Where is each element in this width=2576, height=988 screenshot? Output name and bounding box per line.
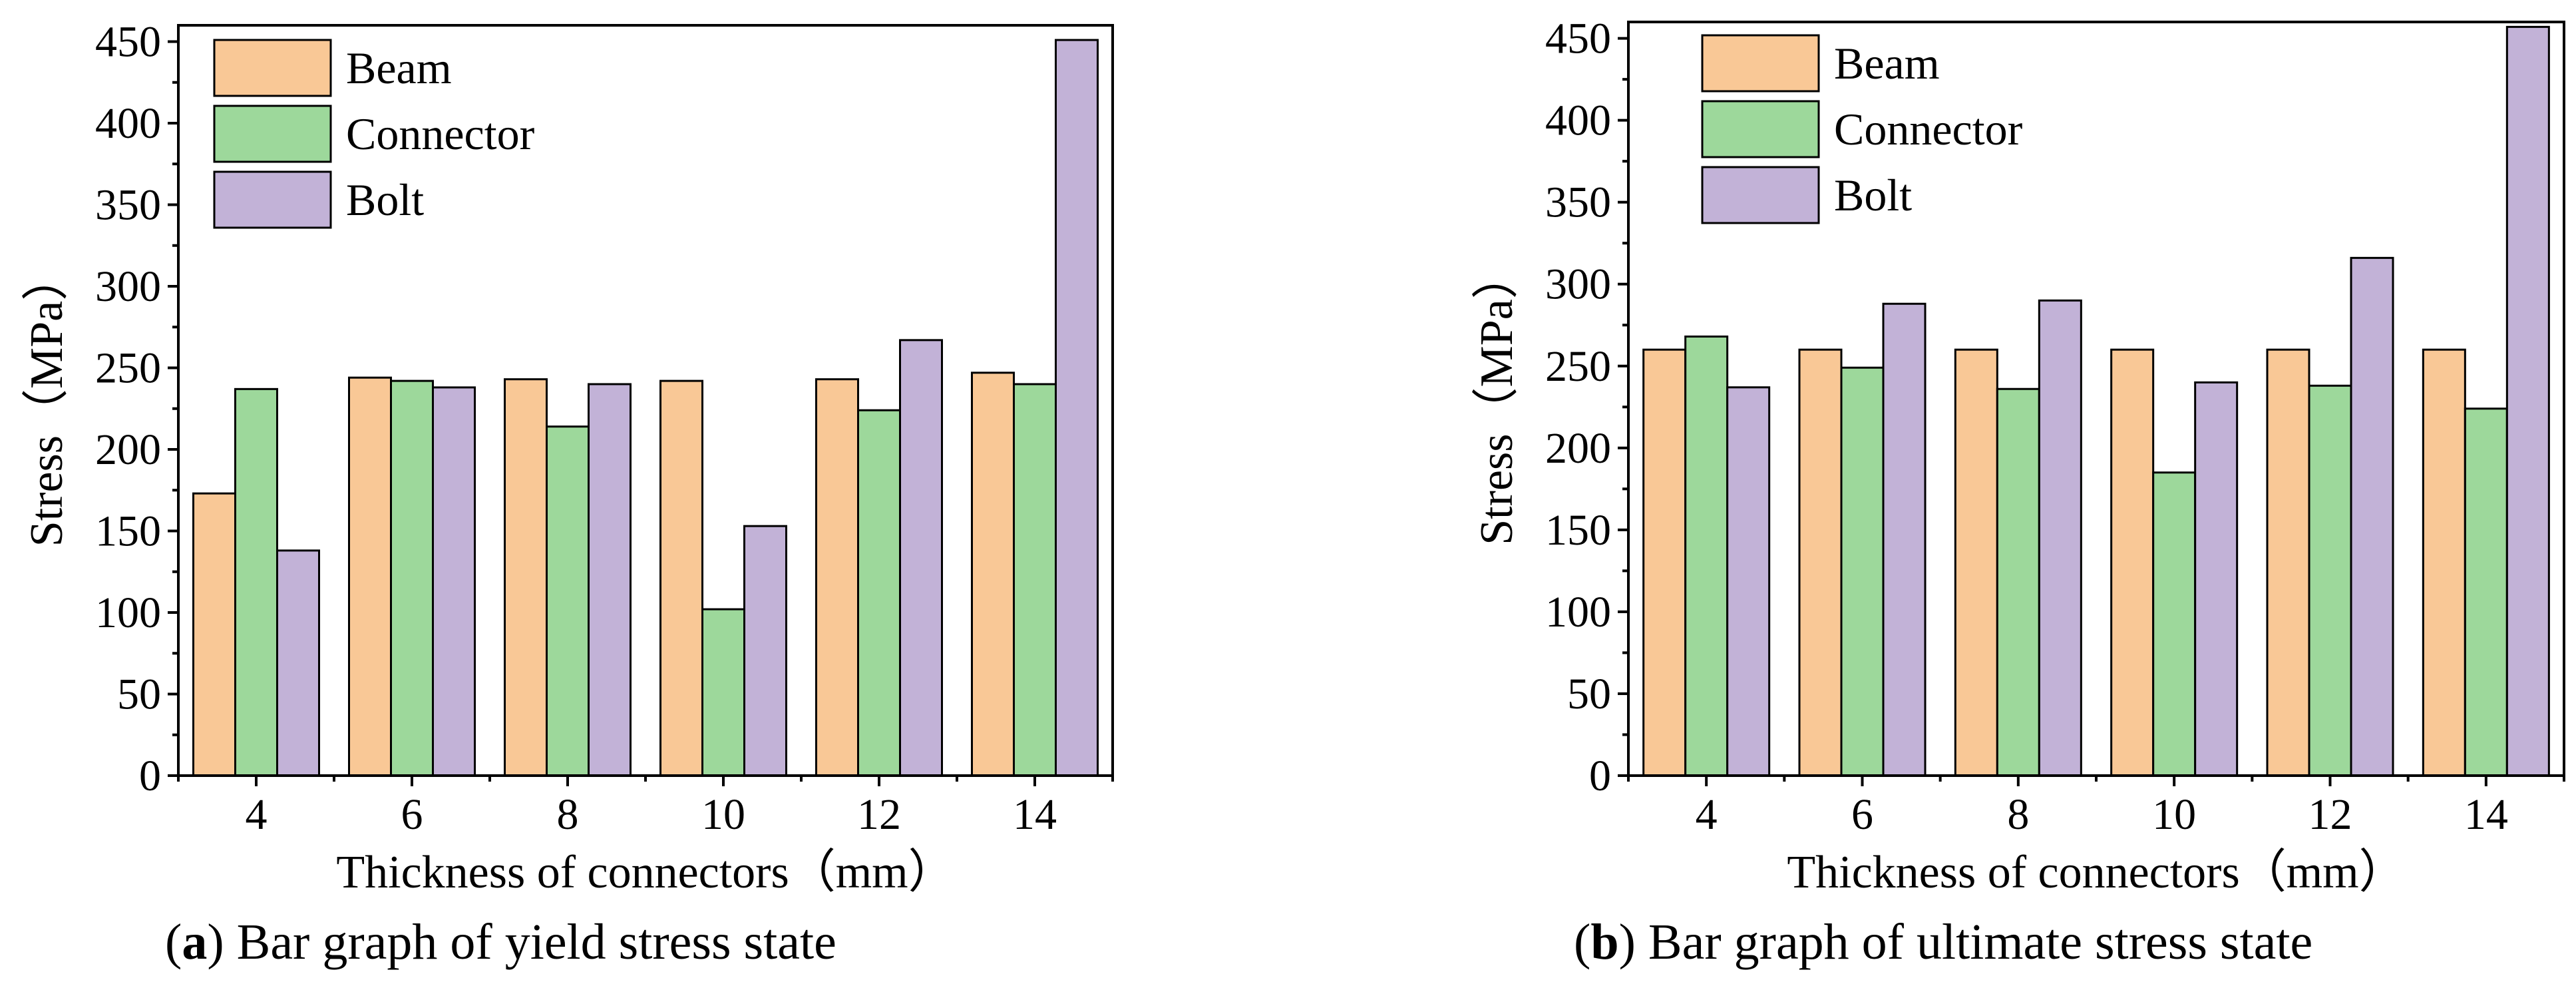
legend-swatch-connector	[1701, 100, 1820, 158]
y-tick-label: 350	[95, 181, 161, 230]
bar-beam-12	[2266, 348, 2310, 777]
y-tick-label: 200	[1545, 424, 1611, 473]
caption-label: a	[182, 914, 207, 970]
bar-connector-10	[701, 608, 745, 777]
x-axis-title: Thickness of connectors（mm）	[1787, 847, 2405, 898]
y-axis-title: Stress（MPa）	[21, 254, 73, 547]
x-tick-label: 12	[2308, 790, 2352, 839]
bar-connector-10	[2152, 471, 2197, 777]
bar-beam-6	[1798, 348, 1843, 777]
x-tick-label: 4	[246, 790, 268, 839]
y-tick-label: 300	[95, 262, 161, 311]
x-tick-label: 10	[2152, 790, 2196, 839]
legend: Beam Connector Bolt	[1701, 34, 2023, 224]
bar-beam-8	[504, 378, 548, 777]
y-tick-label: 400	[1545, 97, 1611, 145]
bar-connector-8	[546, 425, 590, 777]
bar-bolt-10	[2194, 381, 2239, 777]
bar-connector-4	[234, 387, 278, 777]
caption-open-paren: (	[165, 914, 182, 970]
bar-bolt-12	[2350, 256, 2394, 777]
x-axis-title: Thickness of connectors（mm）	[336, 847, 954, 898]
bar-beam-4	[1642, 348, 1687, 777]
x-tick-label: 6	[1851, 790, 1873, 839]
bar-connector-14	[2464, 407, 2508, 777]
bar-connector-6	[390, 379, 434, 777]
legend-label-connector: Connector	[1834, 104, 2023, 154]
y-tick-label: 150	[95, 507, 161, 556]
y-tick-label: 400	[95, 99, 161, 148]
y-tick-label: 450	[95, 18, 161, 67]
y-tick-label: 50	[117, 670, 161, 719]
y-tick-label: 200	[95, 425, 161, 474]
bar-beam-12	[815, 378, 859, 777]
legend-swatch-beam	[1701, 34, 1820, 93]
y-tick-label: 50	[1567, 670, 1611, 718]
bar-bolt-6	[1882, 302, 1927, 777]
y-tick-label: 450	[1545, 15, 1611, 63]
caption-text: Bar graph of ultimate stress state	[1636, 914, 2312, 970]
panel-caption: (b) Bar graph of ultimate stress state	[1574, 914, 2312, 970]
y-tick-label: 350	[1545, 178, 1611, 227]
y-tick-label: 100	[95, 589, 161, 637]
bar-beam-6	[348, 376, 392, 777]
legend-label-bolt: Bolt	[1834, 170, 1912, 220]
legend: Beam Connector Bolt	[213, 39, 535, 229]
legend-swatch-connector	[213, 105, 332, 163]
bar-connector-12	[2308, 384, 2352, 777]
x-tick-label: 10	[701, 790, 745, 839]
x-tick-label: 12	[857, 790, 901, 839]
bar-bolt-8	[588, 383, 632, 777]
legend-label-beam: Beam	[346, 43, 452, 93]
bar-connector-4	[1684, 335, 1729, 777]
bar-bolt-8	[2038, 299, 2082, 777]
y-axis-title: Stress（MPa）	[1471, 252, 1523, 545]
bar-connector-8	[1996, 387, 2040, 777]
bar-bolt-12	[899, 339, 943, 777]
x-tick-label: 8	[2007, 790, 2029, 839]
y-tick-label: 0	[1589, 752, 1611, 800]
bar-connector-6	[1840, 366, 1885, 777]
caption-close-paren: )	[207, 914, 224, 970]
x-tick-label: 6	[401, 790, 423, 839]
legend-label-bolt: Bolt	[346, 174, 424, 225]
legend-swatch-bolt	[1701, 166, 1820, 224]
bar-connector-14	[1013, 383, 1057, 777]
y-tick-label: 150	[1545, 506, 1611, 555]
y-tick-label: 300	[1545, 260, 1611, 309]
x-tick-label: 8	[557, 790, 579, 839]
bar-bolt-14	[2505, 25, 2550, 777]
legend-swatch-beam	[213, 39, 332, 97]
bar-beam-8	[1954, 348, 1998, 777]
chart-panel-a: 0 50 100 150 200 250 300 350 400 450 4 6 8 10 12 14 Thic…	[21, 18, 1114, 970]
bar-bolt-6	[432, 386, 476, 777]
legend-label-beam: Beam	[1834, 38, 1940, 89]
y-tick-label: 100	[1545, 588, 1611, 636]
bar-bolt-10	[743, 525, 787, 777]
bar-beam-14	[2422, 348, 2466, 777]
caption-label: b	[1590, 914, 1618, 970]
bar-connector-12	[857, 409, 901, 777]
bar-beam-14	[971, 371, 1015, 777]
y-tick-label: 0	[139, 752, 161, 800]
legend-label-connector: Connector	[346, 109, 535, 159]
x-tick-label: 14	[1013, 790, 1057, 839]
y-tick-label: 250	[95, 344, 161, 393]
y-tick-label: 250	[1545, 342, 1611, 391]
bar-bolt-4	[276, 549, 320, 777]
caption-open-paren: (	[1574, 914, 1590, 970]
legend-swatch-bolt	[213, 170, 332, 229]
caption-text: Bar graph of yield stress state	[224, 914, 836, 970]
bar-beam-4	[192, 492, 236, 777]
x-tick-label: 14	[2464, 790, 2508, 839]
bar-beam-10	[2110, 348, 2155, 777]
chart-panel-b: 0 50 100 150 200 250 300 350 400 450 4 6 8 10 12 14 Thic…	[1471, 15, 2565, 970]
bar-bolt-14	[1055, 39, 1099, 777]
caption-close-paren: )	[1619, 914, 1636, 970]
x-tick-label: 4	[1696, 790, 1718, 839]
bar-beam-10	[659, 379, 703, 777]
panel-caption: (a) Bar graph of yield stress state	[165, 914, 836, 970]
bar-bolt-4	[1726, 386, 1771, 777]
